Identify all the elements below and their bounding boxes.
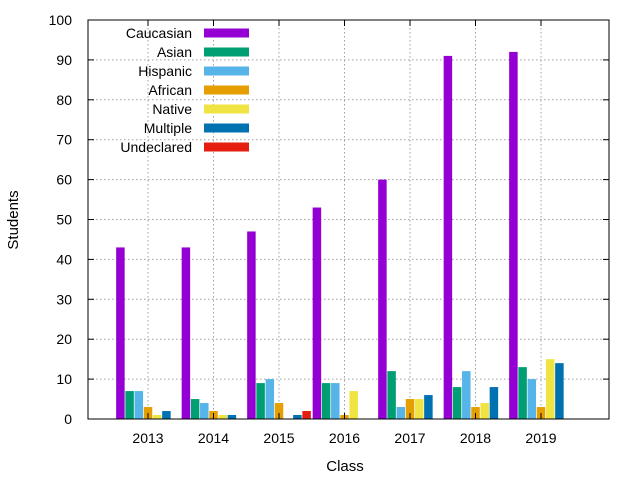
- legend-label-african: African: [148, 82, 192, 98]
- y-tick-label: 80: [56, 92, 72, 108]
- bar-multiple-2019: [555, 363, 564, 419]
- x-tick-label: 2017: [394, 430, 425, 446]
- bar-caucasian-2013: [116, 247, 125, 419]
- bar-hispanic-2017: [396, 407, 406, 419]
- bar-multiple-2018: [489, 387, 499, 419]
- plot-frame: [87, 19, 610, 420]
- grid: [88, 20, 609, 419]
- bar-native-2017: [414, 399, 424, 419]
- x-tick-label: 2018: [460, 430, 491, 446]
- legend-label-caucasian: Caucasian: [126, 25, 192, 41]
- bar-multiple-2017: [424, 395, 433, 419]
- legend-label-undeclared: Undeclared: [120, 139, 192, 155]
- bar-caucasian-2016: [312, 207, 322, 419]
- bar-asian-2018: [452, 387, 462, 419]
- bar-native-2019: [545, 359, 555, 419]
- legend-swatch-multiple: [204, 123, 249, 133]
- x-tick-label: 2014: [198, 430, 229, 446]
- bar-multiple-2015: [293, 415, 302, 419]
- bar-native-2016: [349, 391, 358, 419]
- legend-swatch-hispanic: [204, 66, 249, 76]
- legend-label-hispanic: Hispanic: [138, 63, 192, 79]
- y-tick-label: 20: [56, 331, 72, 347]
- legend-swatch-native: [204, 104, 249, 114]
- legend-swatch-asian: [204, 47, 249, 57]
- bar-caucasian-2014: [181, 247, 191, 419]
- bar-caucasian-2018: [443, 55, 453, 419]
- legend: Caucasian Asian Hispanic African Native Multi…: [120, 25, 249, 155]
- y-tick-label: 0: [64, 411, 72, 427]
- x-tick-label: 2019: [525, 430, 556, 446]
- bar-native-2014: [218, 415, 227, 419]
- bar-hispanic-2014: [200, 403, 209, 419]
- y-axis-label: Students: [5, 190, 22, 249]
- y-tick-label: 100: [49, 12, 73, 28]
- legend-swatch-undeclared: [204, 142, 249, 152]
- y-tick-label: 10: [56, 371, 72, 387]
- bar-asian-2017: [387, 371, 396, 419]
- legend-label-multiple: Multiple: [144, 120, 192, 136]
- y-tick-label: 50: [56, 212, 72, 228]
- legend-swatch-african: [204, 85, 249, 95]
- x-tick-label: 2016: [329, 430, 360, 446]
- bar-native-2018: [480, 403, 489, 419]
- x-tick-label: 2015: [263, 430, 294, 446]
- bar-multiple-2014: [227, 415, 237, 419]
- legend-swatch-caucasian: [204, 28, 249, 38]
- bar-asian-2013: [125, 391, 134, 419]
- x-tick-label: 2013: [132, 430, 163, 446]
- legend-label-native: Native: [152, 101, 192, 117]
- y-tick-label: 40: [56, 251, 72, 267]
- bar-caucasian-2019: [509, 51, 518, 420]
- bar-hispanic-2016: [331, 383, 340, 419]
- bar-undeclared-2015: [302, 411, 311, 419]
- bar-hispanic-2019: [527, 379, 537, 419]
- y-tick-label: 70: [56, 132, 72, 148]
- bar-asian-2014: [190, 399, 200, 419]
- x-axis-label: Class: [326, 458, 364, 475]
- y-tick-label: 60: [56, 172, 72, 188]
- bar-hispanic-2018: [462, 371, 471, 419]
- bar-african-2015: [274, 403, 284, 419]
- bar-asian-2019: [518, 367, 527, 419]
- bar-multiple-2013: [162, 411, 171, 419]
- bar-asian-2015: [256, 383, 265, 419]
- legend-label-asian: Asian: [157, 44, 192, 60]
- bar-caucasian-2017: [378, 179, 387, 419]
- bar-asian-2016: [321, 383, 331, 419]
- bar-hispanic-2015: [265, 379, 275, 419]
- y-tick-label: 30: [56, 291, 72, 307]
- y-tick-label: 90: [56, 52, 72, 68]
- axes: 0 10 20 30 40 50 60 70 80 90 100 2013 2014 2015 2016 20…: [49, 12, 610, 446]
- bar-caucasian-2015: [247, 231, 256, 419]
- bar-african-2017: [405, 399, 415, 419]
- bar-hispanic-2013: [134, 391, 144, 419]
- bar-native-2013: [152, 415, 162, 419]
